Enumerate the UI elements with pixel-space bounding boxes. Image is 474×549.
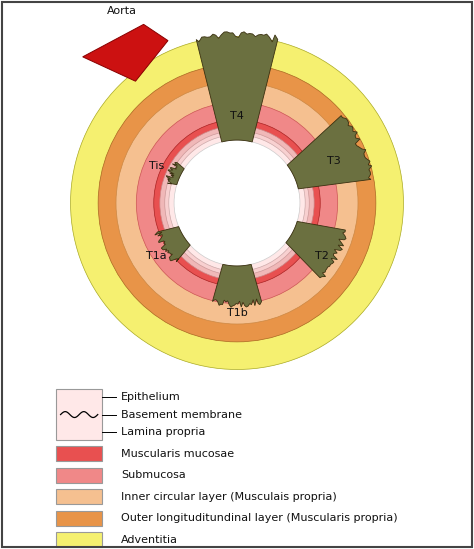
Text: T1a: T1a [146, 251, 166, 261]
Polygon shape [196, 32, 278, 142]
Text: T1b: T1b [227, 307, 247, 318]
Circle shape [169, 135, 305, 271]
FancyBboxPatch shape [56, 446, 102, 461]
Text: Adventitia: Adventitia [121, 535, 178, 545]
Text: Inner circular layer (Musculais propria): Inner circular layer (Musculais propria) [121, 492, 337, 502]
Circle shape [116, 82, 358, 324]
FancyBboxPatch shape [56, 511, 102, 525]
FancyBboxPatch shape [56, 389, 102, 440]
FancyBboxPatch shape [56, 468, 102, 483]
Text: Basement membrane: Basement membrane [121, 410, 242, 419]
Text: Muscularis mucosae: Muscularis mucosae [121, 449, 234, 459]
Polygon shape [82, 24, 168, 81]
Text: T3: T3 [327, 156, 340, 166]
Polygon shape [287, 116, 372, 189]
Circle shape [137, 102, 337, 304]
Text: T4: T4 [230, 111, 244, 121]
Text: Aorta: Aorta [107, 6, 137, 16]
Circle shape [165, 131, 309, 275]
FancyBboxPatch shape [56, 532, 102, 547]
FancyBboxPatch shape [56, 489, 102, 504]
Text: Lamina propria: Lamina propria [121, 427, 205, 436]
Circle shape [71, 37, 403, 369]
Circle shape [98, 64, 376, 342]
Text: T2: T2 [315, 251, 328, 261]
Polygon shape [155, 227, 190, 262]
Text: Epithelium: Epithelium [121, 393, 181, 402]
Polygon shape [212, 264, 262, 307]
Circle shape [174, 140, 300, 266]
Polygon shape [166, 163, 184, 184]
Polygon shape [286, 221, 346, 278]
Circle shape [160, 126, 314, 280]
Text: Outer longituditundinal layer (Muscularis propria): Outer longituditundinal layer (Musculari… [121, 513, 398, 523]
Text: Submucosa: Submucosa [121, 470, 186, 480]
Circle shape [154, 120, 320, 286]
Text: Tis: Tis [149, 161, 164, 171]
